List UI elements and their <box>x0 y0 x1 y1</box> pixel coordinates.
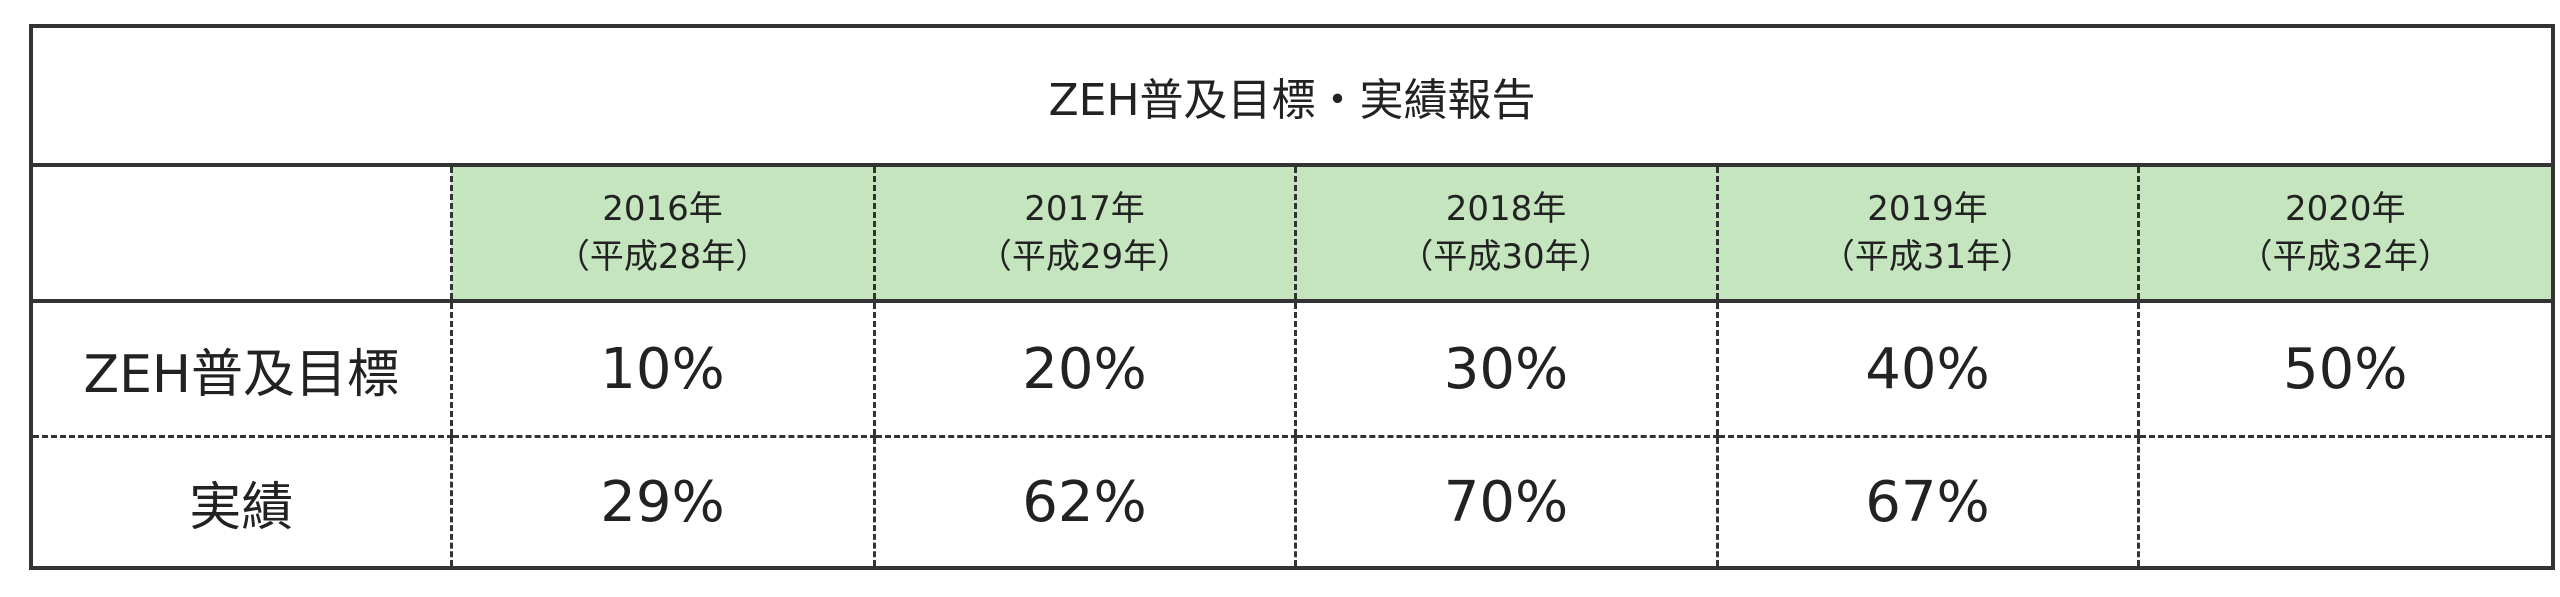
table-title: ZEH普及目標・実績報告 <box>31 26 2554 167</box>
value-cell: 10% <box>449 299 874 438</box>
year-header: 2017年 （平成29年） <box>872 165 1295 301</box>
value-cell: 62% <box>872 436 1295 568</box>
header-line: （平成31年） <box>1820 237 2035 277</box>
value-cell: 29% <box>449 436 874 568</box>
year-header: 2018年 （平成30年） <box>1293 165 1717 301</box>
data-row: 実績 29% 62% 70% 67% <box>31 436 2554 568</box>
row-label: ZEH普及目標 <box>31 299 451 438</box>
value-cell: 30% <box>1293 299 1717 438</box>
header-line: 2020年 <box>2285 189 2406 229</box>
year-header: 2020年 （平成32年） <box>2136 165 2554 301</box>
header-line: 2019年 <box>1867 189 1988 229</box>
header-line: 2018年 <box>1445 189 1567 229</box>
data-row: ZEH普及目標 10% 20% 30% 40% 50% <box>31 299 2554 438</box>
corner-cell <box>31 165 451 301</box>
header-row: 2016年 （平成28年） 2017年 （平成29年） 2018年 （平成30年） 2019… <box>31 165 2554 301</box>
value-cell: 20% <box>872 299 1295 438</box>
header-line: （平成32年） <box>2238 237 2452 277</box>
value-cell: 40% <box>1715 299 2138 438</box>
report-table: ZEH普及目標・実績報告 2016年 （平成28年） 2017年 （平成29年） 201… <box>29 24 2556 570</box>
header-line: 2016年 <box>602 189 723 229</box>
header-line: （平成28年） <box>555 237 770 277</box>
header-line: （平成30年） <box>1399 237 1613 277</box>
title-row: ZEH普及目標・実績報告 <box>31 26 2554 167</box>
header-line: （平成29年） <box>977 237 1192 277</box>
empty-cell <box>2136 436 2554 568</box>
value-cell: 50% <box>2136 299 2554 438</box>
value-cell: 70% <box>1293 436 1717 568</box>
row-label: 実績 <box>189 477 294 538</box>
value-cell: 67% <box>1715 436 2138 568</box>
header-line: 2017年 <box>1024 189 1145 229</box>
year-header: 2016年 （平成28年） <box>449 165 874 301</box>
year-header: 2019年 （平成31年） <box>1715 165 2138 301</box>
